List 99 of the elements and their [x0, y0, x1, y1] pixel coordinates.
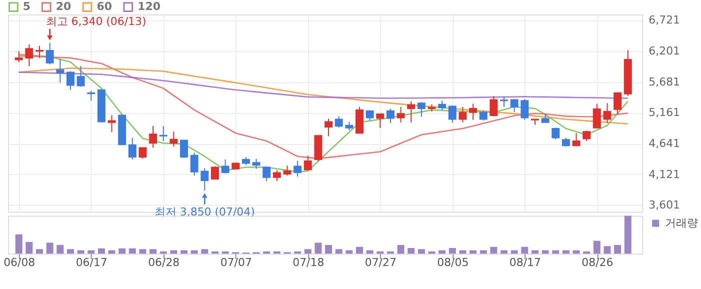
candlestick [552, 127, 560, 140]
y-tick-label: 6,721 [648, 14, 680, 27]
candlestick [180, 140, 188, 158]
candlestick [210, 166, 219, 180]
candlestick [272, 170, 281, 182]
legend-label: 20 [56, 0, 72, 14]
candlestick [87, 90, 96, 102]
candlestick [314, 134, 322, 162]
bar [56, 244, 64, 254]
candlestick [417, 102, 426, 118]
y-tick-label: 4,121 [648, 168, 680, 181]
candlestick [190, 152, 198, 176]
bar [418, 249, 425, 254]
x-tick-label: 06/28 [148, 256, 180, 270]
bar [614, 244, 622, 254]
candlestick [138, 147, 147, 160]
bar [128, 248, 136, 254]
bar [593, 240, 600, 254]
candlestick [66, 70, 74, 90]
candlestick [458, 106, 467, 123]
x-tick-label: 06/17 [76, 256, 108, 270]
bar [46, 242, 54, 254]
candlestick [396, 106, 405, 123]
bar [304, 249, 312, 254]
y-tick-label: 3,601 [648, 198, 680, 212]
candlestick [582, 130, 591, 142]
candlestick [46, 42, 54, 65]
y-tick-label: 4,641 [648, 137, 680, 150]
annotation: 최저 3,850 (07/04) [154, 205, 255, 218]
bar [118, 248, 126, 254]
candlestick [324, 118, 333, 137]
bar [356, 246, 363, 254]
candlestick [149, 126, 158, 148]
candlestick [304, 155, 312, 171]
candlestick [438, 100, 446, 110]
bar [397, 244, 404, 254]
bar [325, 244, 332, 254]
bar [98, 248, 105, 254]
candlestick [376, 113, 384, 128]
legend-label: 120 [138, 0, 161, 14]
candlestick [221, 159, 230, 174]
bar [448, 248, 456, 254]
bar [36, 249, 43, 254]
candlestick [283, 165, 292, 176]
candlestick [128, 137, 136, 160]
bar [26, 242, 33, 254]
x-tick-label: 07/07 [220, 256, 252, 270]
candlestick [356, 106, 364, 134]
bar [15, 234, 22, 254]
candlestick [500, 96, 508, 108]
bar [335, 249, 342, 254]
candlestick [14, 50, 23, 63]
candlestick [159, 126, 168, 142]
annotation: 최고 6,340 (06/13) [46, 14, 146, 28]
candlestick [76, 66, 85, 88]
candlestick [200, 168, 209, 191]
x-tick-label: 07/18 [292, 256, 324, 270]
y-tick-label: 6,201 [648, 44, 680, 58]
candlestick [407, 100, 416, 123]
bar [408, 248, 415, 254]
legend-label: 60 [96, 0, 112, 14]
x-tick-label: 08/05 [437, 256, 469, 270]
x-tick-label: 07/27 [364, 256, 396, 270]
candlestick [614, 92, 622, 115]
bar [521, 246, 528, 254]
candlestick [56, 58, 64, 84]
candlestick [386, 108, 394, 124]
candlestick [36, 45, 44, 58]
candlestick [448, 105, 456, 124]
candlestick [262, 166, 271, 182]
y-tick-label: 5,161 [648, 106, 680, 120]
bar [604, 246, 611, 254]
legend-label: 5 [22, 0, 31, 14]
candlestick [490, 96, 498, 117]
candlestick [469, 103, 478, 120]
candlestick [520, 98, 529, 120]
bar [490, 246, 498, 254]
candlestick [510, 98, 518, 113]
bar [201, 249, 208, 254]
candlestick [479, 110, 488, 121]
candlestick [592, 103, 601, 129]
bar [139, 249, 146, 254]
x-tick-label: 06/08 [4, 256, 36, 270]
candlestick [25, 44, 34, 67]
bar [66, 249, 74, 254]
bar [150, 249, 157, 254]
x-tick-label: 08/17 [509, 256, 541, 270]
y-tick-label: 5,681 [648, 75, 680, 88]
candlestick [294, 160, 302, 178]
candlestick [334, 116, 343, 128]
candlestick [108, 114, 116, 133]
candlestick [252, 158, 260, 170]
bar [314, 242, 322, 254]
bar [624, 216, 632, 254]
x-tick-label: 08/26 [582, 256, 614, 270]
legend-label: 거래량 [665, 216, 698, 230]
candlestick [572, 132, 580, 146]
candlestick [170, 131, 178, 148]
candlestick [603, 102, 612, 124]
